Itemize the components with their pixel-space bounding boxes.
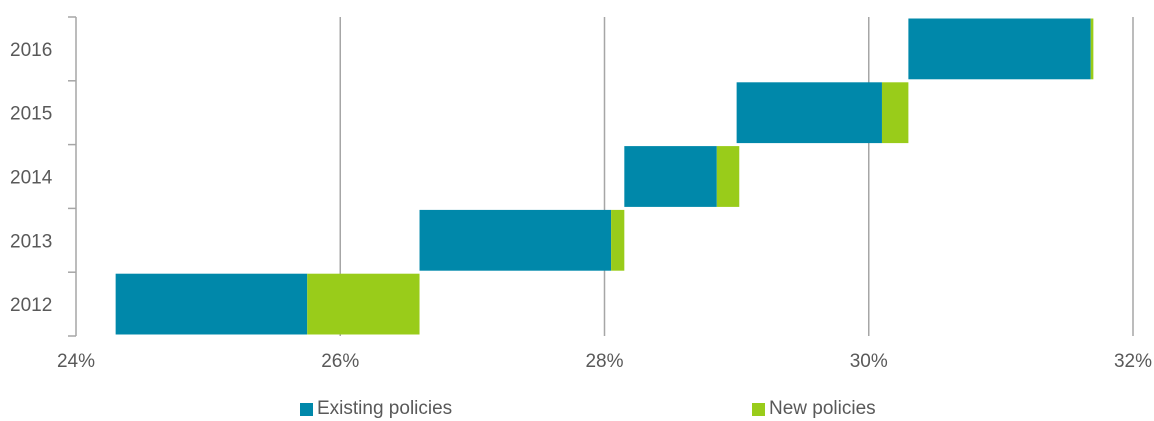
y-tick-label: 2016 [10,40,52,61]
bar-new-2012 [307,273,420,335]
x-tick-label: 24% [57,351,95,372]
x-tick-label: 32% [1114,351,1152,372]
x-tick-label: 26% [321,351,359,372]
waterfall-chart: 24% 26% 28% 30% 32% 2012 2013 2014 2015 2016 [10,16,1152,372]
bar-new-2015 [881,82,909,144]
bar-new-2014 [716,146,740,207]
y-tick-label: 2013 [10,231,52,252]
bar-existing-2012 [115,273,308,335]
bar-existing-2014 [624,146,717,207]
legend: Existing policies New policies [0,398,1154,421]
y-tick-label: 2012 [10,295,52,316]
bar-existing-2015 [736,82,882,144]
legend-item-new: New policies [752,398,876,420]
legend-label-existing: Existing policies [317,398,453,419]
bar-existing-2016 [908,18,1091,80]
legend-swatch-new [752,402,765,416]
legend-item-existing: Existing policies [300,398,452,420]
y-tick-label: 2015 [10,104,52,125]
bar-existing-2013 [419,209,612,271]
x-tick-label: 28% [585,351,623,372]
legend-swatch-existing [300,402,313,416]
legend-label-new: New policies [769,398,876,419]
bar-new-2016 [1090,18,1094,80]
bar-new-2013 [611,209,625,271]
x-tick-label: 30% [850,351,888,372]
y-tick-label: 2014 [10,168,53,189]
